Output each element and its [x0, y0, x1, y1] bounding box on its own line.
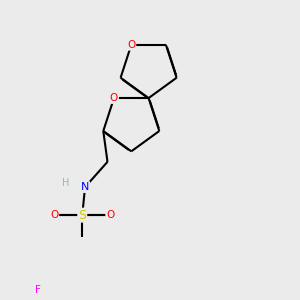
Text: H: H: [62, 178, 69, 188]
Text: N: N: [81, 182, 89, 192]
Text: O: O: [106, 210, 114, 220]
Text: O: O: [127, 40, 135, 50]
Text: S: S: [78, 208, 86, 222]
Text: O: O: [50, 210, 58, 220]
Text: F: F: [34, 285, 40, 295]
Text: O: O: [110, 93, 118, 103]
